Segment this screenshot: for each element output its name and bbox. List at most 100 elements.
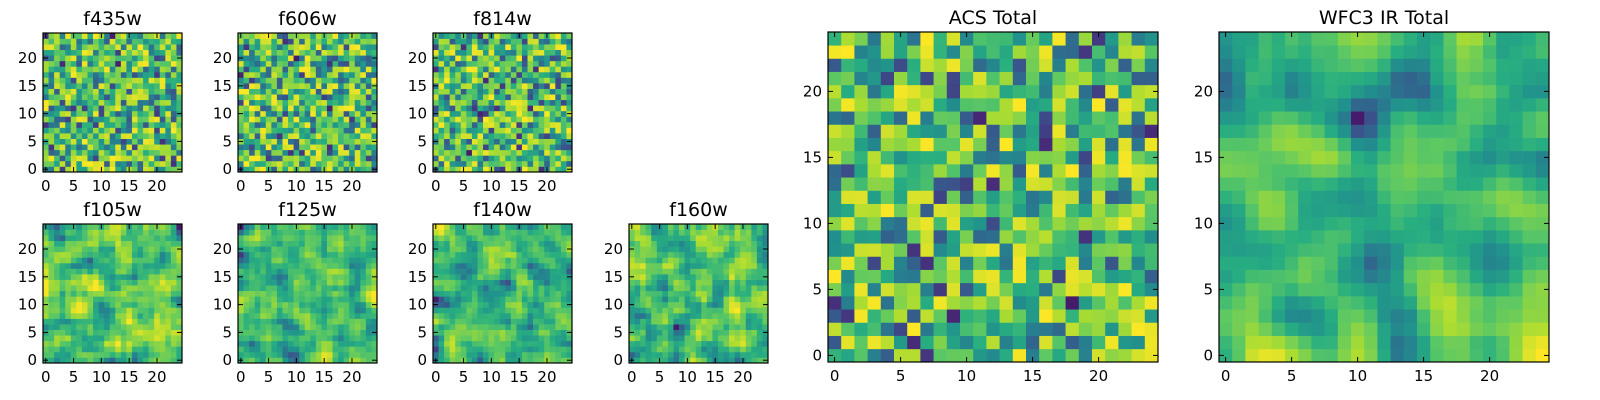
heatmap-cell [449, 116, 456, 123]
heatmap-cell [854, 348, 868, 363]
heatmap-cell [293, 246, 300, 253]
heatmap-cell [271, 105, 278, 112]
heatmap-cell [729, 318, 735, 325]
heatmap-cell [282, 49, 289, 56]
heatmap-cell [288, 60, 294, 67]
heatmap-cell [65, 257, 72, 264]
heatmap-cell [143, 88, 149, 95]
heatmap-cell [310, 329, 317, 336]
heatmap-cell [946, 177, 961, 191]
heatmap-cell [326, 279, 333, 286]
heatmap-cell [131, 116, 138, 123]
heatmap-cell [299, 60, 306, 67]
heatmap-cell [131, 94, 138, 101]
heatmap-cell [1012, 164, 1027, 178]
heatmap-cell [131, 240, 138, 247]
heatmap-cell [499, 357, 506, 364]
heatmap-cell [667, 235, 674, 242]
heatmap-cell [76, 274, 83, 280]
heatmap-cell [510, 33, 517, 39]
heatmap-cell [471, 224, 478, 230]
heatmap-cell [365, 66, 372, 73]
heatmap-cell [544, 121, 551, 128]
heatmap-cell [315, 116, 322, 123]
heatmap-cell [165, 262, 172, 269]
heatmap-cell [656, 262, 663, 269]
heatmap-cell [645, 351, 652, 358]
heatmap-cell [310, 160, 317, 167]
heatmap-cell [494, 149, 501, 156]
heatmap-cell [656, 301, 663, 308]
heatmap-cell [282, 251, 289, 258]
y-tick-label: 10 [213, 105, 232, 123]
heatmap-cell [343, 138, 350, 145]
heatmap-cell [65, 77, 72, 84]
heatmap-cell [544, 155, 551, 162]
heatmap-cell [59, 229, 66, 236]
heatmap-cell [98, 55, 105, 62]
heatmap-cell [282, 77, 289, 84]
heatmap-cell [460, 49, 467, 56]
heatmap-cell [973, 243, 987, 257]
heatmap-cell [349, 138, 356, 145]
heatmap-cell [338, 121, 344, 128]
heatmap-cell [510, 160, 517, 167]
heatmap-cell [360, 155, 367, 162]
heatmap-cell [1065, 269, 1080, 284]
heatmap-cell [48, 296, 55, 303]
heatmap-cell [521, 285, 528, 292]
heatmap-cell [695, 329, 702, 336]
heatmap-cell [640, 296, 647, 303]
heatmap-cell [449, 149, 456, 156]
heatmap-cell [59, 329, 66, 336]
heatmap-cell [120, 71, 127, 78]
heatmap-cell [679, 301, 685, 308]
heatmap-cell [326, 71, 333, 78]
heatmap-cell [455, 71, 462, 78]
heatmap-cell [354, 307, 361, 314]
heatmap-cell [81, 55, 88, 62]
heatmap-cell [338, 357, 344, 364]
heatmap-cell [706, 340, 713, 347]
heatmap-cell [371, 88, 378, 95]
heatmap-cell [907, 230, 921, 244]
heatmap-cell [265, 307, 272, 314]
heatmap-cell [986, 309, 1000, 323]
heatmap-cell [354, 318, 361, 325]
heatmap-cell [1131, 177, 1146, 191]
heatmap-cell [1105, 216, 1119, 231]
x-tick-label: 20 [537, 177, 556, 195]
heatmap-cell [854, 150, 868, 165]
heatmap-cell [87, 121, 94, 128]
heatmap-cell [444, 38, 451, 45]
heatmap-cell [48, 94, 55, 101]
heatmap-cell [1012, 256, 1027, 270]
heatmap-cell [109, 351, 116, 358]
heatmap-cell [159, 60, 166, 67]
heatmap-cell [282, 127, 289, 134]
heatmap-cell [271, 312, 278, 319]
heatmap-cell [87, 312, 94, 319]
heatmap-cell [466, 83, 473, 89]
heatmap-cell [365, 351, 372, 358]
heatmap-cell [131, 229, 138, 236]
heatmap-cell [137, 324, 144, 330]
heatmap-cell [282, 240, 289, 247]
heatmap-cell [933, 269, 948, 284]
heatmap-cell [455, 357, 462, 364]
heatmap-cell [76, 116, 83, 123]
heatmap-cell [154, 307, 161, 314]
heatmap-cell [729, 240, 735, 247]
heatmap-cell [137, 318, 144, 325]
heatmap-cell [651, 301, 658, 308]
heatmap-cell [690, 324, 697, 330]
heatmap-cell [54, 33, 61, 39]
heatmap-cell [288, 235, 294, 242]
heatmap-cell [349, 121, 356, 128]
heatmap-cell [310, 312, 317, 319]
heatmap-cell [115, 285, 122, 292]
heatmap-cell [98, 83, 105, 89]
heatmap-cell [120, 285, 127, 292]
heatmap-cell [662, 290, 669, 297]
